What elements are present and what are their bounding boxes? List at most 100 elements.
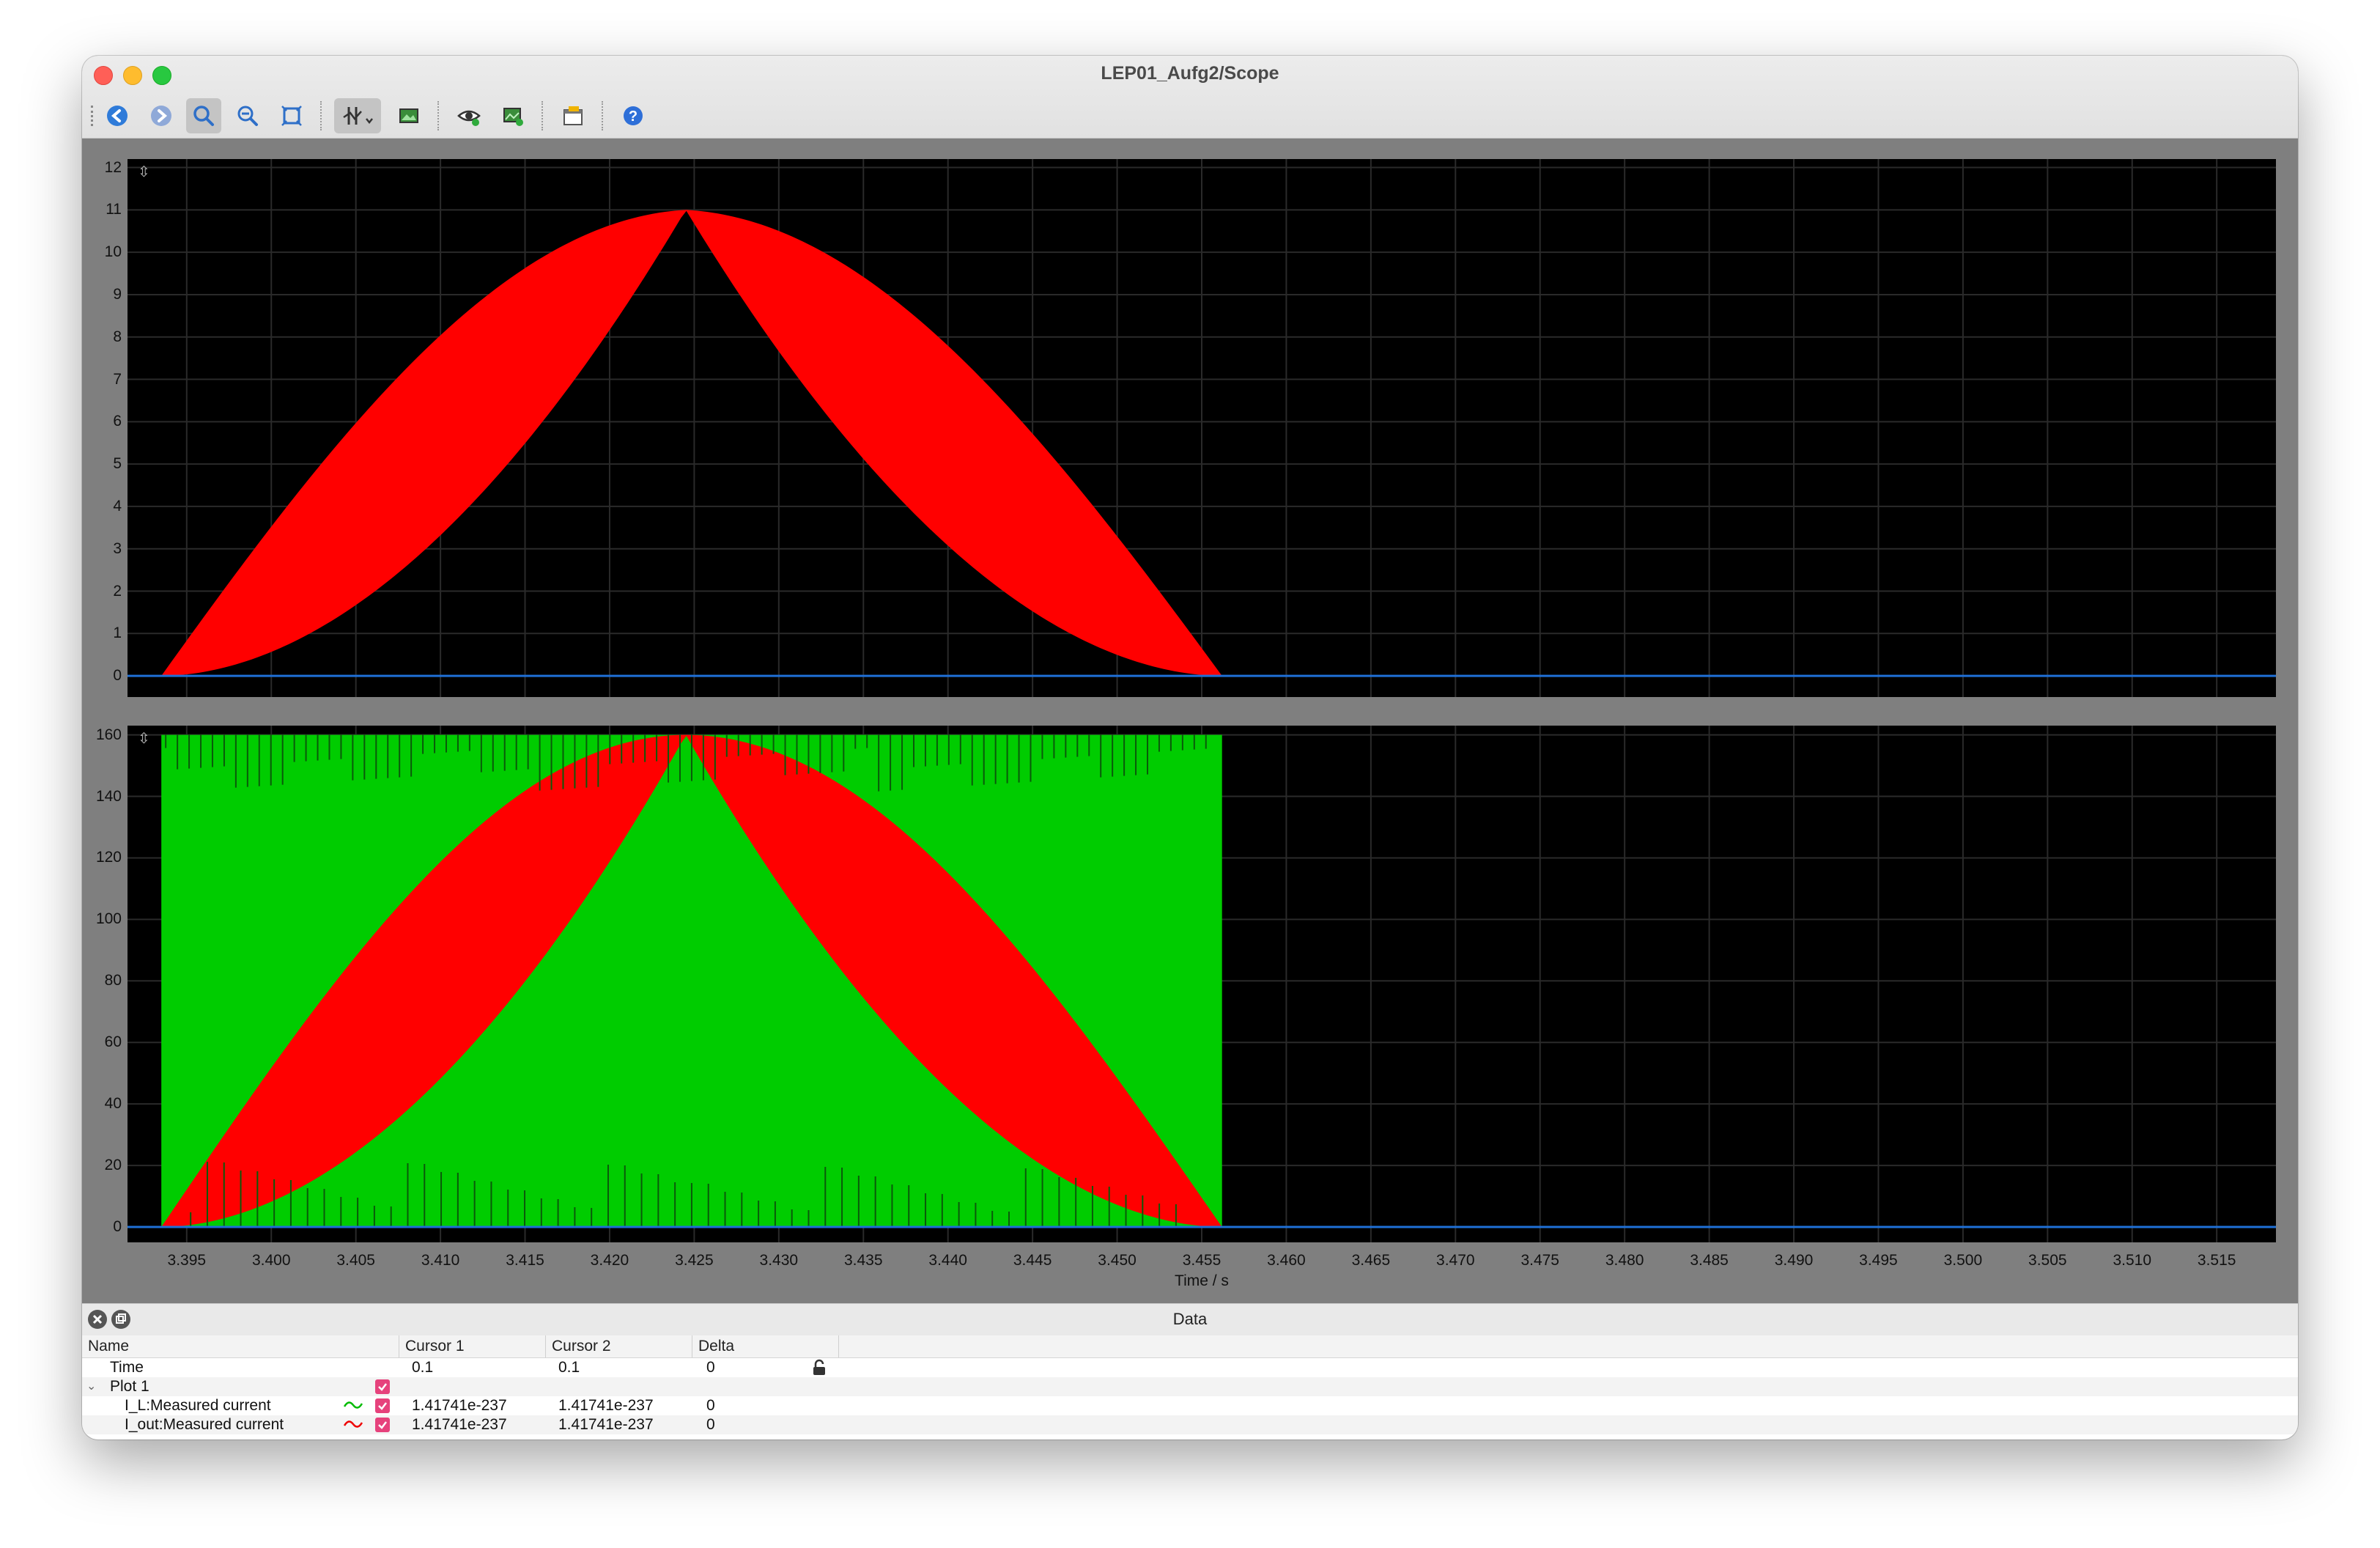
x-tick-label: 3.420: [590, 1252, 629, 1269]
x-tick-label: 3.395: [167, 1252, 207, 1269]
data-table: Name Cursor 1 Cursor 2 Delta Time 0.1 0.…: [82, 1335, 2298, 1440]
x-tick-label: 3.495: [1859, 1252, 1898, 1269]
minimize-window-button[interactable]: [123, 66, 142, 85]
y-tick-label: 120: [95, 849, 122, 866]
toolbar: ?: [82, 94, 2298, 138]
check-icon: [378, 1402, 387, 1410]
zoom-button[interactable]: [186, 98, 221, 133]
arrow-right-icon: [151, 106, 171, 126]
green-wave-icon: [343, 1398, 363, 1418]
close-panel-button[interactable]: [88, 1310, 107, 1329]
image-button[interactable]: [391, 98, 426, 133]
forward-button[interactable]: [144, 98, 179, 133]
y-tick-label: 12: [104, 158, 122, 176]
y-tick-label: 3: [113, 539, 122, 557]
row-cursor1: 1.41741e-237: [412, 1397, 507, 1414]
maximize-window-button[interactable]: [152, 66, 171, 85]
x-tick-label: 3.480: [1605, 1252, 1644, 1269]
help-icon: ?: [624, 106, 643, 125]
back-button[interactable]: [100, 98, 135, 133]
y-tick-label: 1: [113, 624, 122, 642]
row-delta: 0: [706, 1416, 715, 1433]
axis-handle-icon: ⇳: [138, 164, 150, 180]
group-name: Plot 1: [110, 1378, 149, 1395]
cursor-button[interactable]: [334, 98, 381, 133]
image-icon: [399, 108, 418, 123]
window-title: LEP01_Aufg2/Scope: [1101, 63, 1279, 84]
plot-2[interactable]: ⇳: [128, 726, 2276, 1242]
toolbar-separator: [542, 101, 544, 130]
zoom-fit-button[interactable]: [274, 98, 309, 133]
window-button[interactable]: [555, 98, 591, 133]
row-cursor2: 1.41741e-237: [558, 1397, 654, 1414]
x-tick-label: 3.515: [2197, 1252, 2236, 1269]
table-row-time[interactable]: Time 0.1 0.1 0: [82, 1358, 2298, 1377]
y-tick-label: 160: [95, 726, 122, 743]
x-tick-label: 3.490: [1774, 1252, 1814, 1269]
group-visible-checkbox[interactable]: [375, 1379, 390, 1394]
x-tick-label: 3.435: [843, 1252, 883, 1269]
table-row-group[interactable]: ⌄ Plot 1: [82, 1377, 2298, 1396]
y-tick-label: 7: [113, 370, 122, 388]
column-header-delta[interactable]: Delta: [692, 1335, 838, 1357]
y-tick-label: 0: [113, 667, 122, 685]
x-tick-label: 3.500: [1943, 1252, 1983, 1269]
lock-toggle[interactable]: [810, 1359, 828, 1382]
window-icon: [563, 106, 583, 125]
row-delta: 0: [706, 1359, 715, 1376]
x-tick-label: 3.410: [421, 1252, 460, 1269]
undock-panel-button[interactable]: [111, 1310, 130, 1329]
zoom-icon: [193, 106, 214, 126]
column-header-name[interactable]: Name: [88, 1338, 130, 1354]
row-cursor1: 1.41741e-237: [412, 1416, 507, 1433]
x-tick-label: 3.425: [675, 1252, 714, 1269]
zoom-out-button[interactable]: [230, 98, 265, 133]
x-tick-label: 3.475: [1520, 1252, 1559, 1269]
export-button[interactable]: [495, 98, 531, 133]
y-tick-label: 100: [95, 910, 122, 928]
x-tick-label: 3.470: [1436, 1252, 1475, 1269]
y-tick-label: 10: [104, 243, 122, 261]
check-icon: [378, 1383, 387, 1391]
x-tick-label: 3.485: [1690, 1252, 1729, 1269]
plot-1-canvas: ⇳: [128, 159, 2276, 697]
i-out-envelope: [161, 210, 1222, 677]
x-axis-label: Time / s: [1175, 1272, 1229, 1289]
lock-icon: [813, 1359, 825, 1375]
x-tick-label: 3.505: [2028, 1252, 2067, 1269]
y-tick-label: 80: [104, 972, 122, 989]
chevron-down-icon[interactable]: ⌄: [86, 1380, 97, 1393]
x-tick-label: 3.450: [1098, 1252, 1137, 1269]
y-tick-label: 40: [104, 1095, 122, 1113]
close-icon: [92, 1314, 103, 1324]
visibility-button[interactable]: [451, 98, 487, 133]
toolbar-separator: [602, 101, 605, 130]
toolbar-separator: [437, 101, 440, 130]
toolbar-grip[interactable]: [91, 106, 96, 126]
plot-1[interactable]: ⇳: [128, 159, 2276, 697]
close-window-button[interactable]: [94, 66, 113, 85]
help-button[interactable]: ?: [616, 98, 651, 133]
i-out-envelope: [161, 734, 1222, 1228]
red-wave-icon: [343, 1417, 363, 1437]
y-tick-label: 140: [95, 787, 122, 805]
undock-icon: [116, 1313, 126, 1324]
column-header-cursor1[interactable]: Cursor 1: [399, 1335, 545, 1357]
y-tick-label: 60: [104, 1033, 122, 1051]
column-header-cursor2[interactable]: Cursor 2: [545, 1335, 692, 1357]
signal-visible-checkbox[interactable]: [375, 1398, 390, 1413]
row-name: I_out:Measured current: [125, 1416, 284, 1433]
table-row-signal[interactable]: I_out:Measured current 1.41741e-237 1.41…: [82, 1415, 2298, 1434]
y-tick-label: 0: [113, 1218, 122, 1236]
x-tick-label: 3.455: [1182, 1252, 1222, 1269]
x-tick-label: 3.405: [336, 1252, 375, 1269]
row-cursor2: 1.41741e-237: [558, 1416, 654, 1433]
table-row-signal[interactable]: I_L:Measured current 1.41741e-237 1.4174…: [82, 1396, 2298, 1415]
y-tick-label: 5: [113, 455, 122, 473]
signal-visible-checkbox[interactable]: [375, 1418, 390, 1432]
data-panel-header: Data: [82, 1303, 2298, 1337]
y-tick-label: 9: [113, 285, 122, 303]
title-bar: LEP01_Aufg2/Scope: [82, 56, 2298, 139]
axis-handle-icon: ⇳: [138, 731, 150, 747]
eye-icon: [457, 110, 481, 126]
